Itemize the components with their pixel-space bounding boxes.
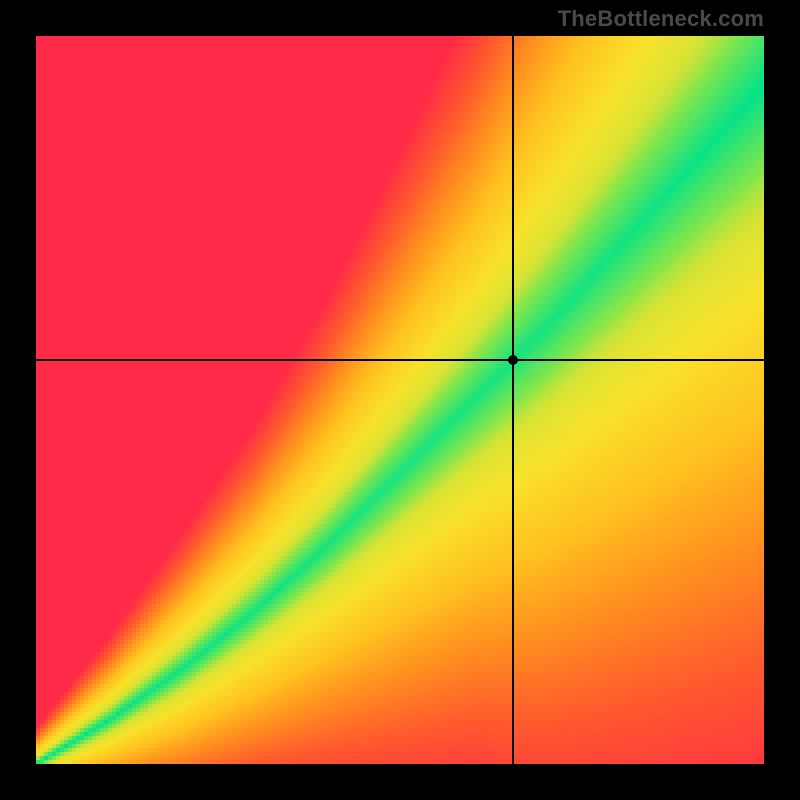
heatmap-plot: [36, 36, 764, 764]
crosshair-vertical: [512, 36, 514, 764]
crosshair-marker: [508, 355, 518, 365]
crosshair-horizontal: [36, 359, 764, 361]
watermark-text: TheBottleneck.com: [558, 6, 764, 32]
heatmap-canvas: [36, 36, 764, 764]
